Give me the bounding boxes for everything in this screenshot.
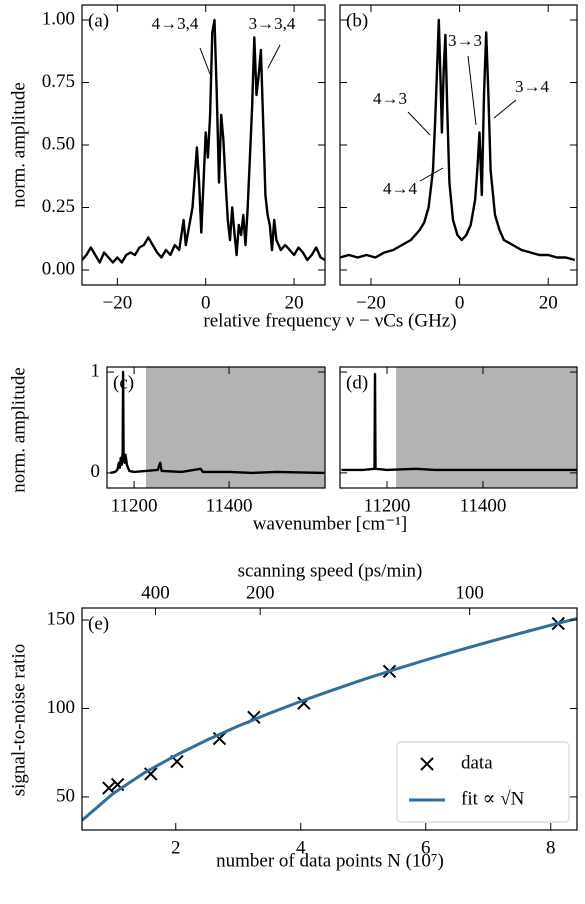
y-tick-label: 50	[56, 785, 75, 806]
y-tick-label: 1.00	[42, 8, 75, 29]
y-tick-label: 100	[47, 697, 76, 718]
x-tick-label: 2	[171, 837, 181, 858]
x-tick-label: 11200	[364, 495, 411, 516]
x-axis-label: relative frequency ν − νCs (GHz)	[203, 310, 456, 331]
data-line	[341, 372, 577, 472]
annotation: 3→3,4	[249, 14, 296, 33]
annotation: 3→3	[448, 31, 482, 50]
annotation: 4→4	[383, 179, 418, 198]
annotation-pointer	[407, 111, 431, 136]
x-tick-label: 0	[201, 292, 211, 313]
x-tick-label: 4	[296, 837, 306, 858]
plot-area	[110, 367, 325, 488]
legend-label: data	[461, 752, 493, 773]
annotation: 4→3	[373, 89, 407, 108]
legend-label: fit ∝ √N	[461, 788, 525, 809]
x-tick-label: 11400	[206, 495, 253, 516]
panel-label: (a)	[88, 10, 109, 31]
annotation-pointer	[467, 55, 477, 126]
plot-area	[82, 18, 325, 264]
y-tick-label: 0.00	[42, 258, 75, 279]
x-tick-label: 0	[455, 292, 465, 313]
plot-area	[340, 18, 576, 262]
x-axis-label: number of data points N (10⁷)	[216, 850, 444, 871]
annotation-pointer	[199, 47, 211, 75]
y-tick-label: 0.75	[42, 71, 75, 92]
panel-label: (b)	[346, 10, 368, 31]
x-axis-label: wavenumber [cm⁻¹]	[253, 513, 407, 534]
data-line	[82, 18, 325, 264]
data-line	[110, 370, 325, 475]
axes-frame	[339, 366, 578, 489]
y-axis-label: norm. amplitude	[8, 367, 29, 493]
data-point	[212, 731, 227, 746]
plot-area	[82, 616, 577, 822]
plot-area	[341, 367, 577, 488]
axes-frame	[81, 607, 578, 831]
x2-tick-label: 400	[141, 582, 170, 603]
x2-tick-label: 100	[455, 582, 484, 603]
x-tick-label: 11200	[111, 495, 158, 516]
x-tick-label: −20	[356, 292, 386, 313]
x2-tick-label: 200	[246, 582, 275, 603]
panel-label: (d)	[346, 372, 368, 393]
annotation-pointer	[493, 99, 517, 119]
y-tick-label: 1	[91, 360, 101, 381]
x-tick-label: 20	[539, 292, 558, 313]
axes-frame	[106, 366, 326, 489]
y-tick-label: 150	[47, 608, 76, 629]
axes-frame	[81, 4, 326, 286]
legend-box	[396, 741, 570, 823]
data-line	[340, 18, 576, 262]
y-tick-label: 0.25	[42, 196, 75, 217]
y-axis-label: norm. amplitude	[8, 82, 29, 208]
panel-label: (c)	[113, 372, 134, 393]
x-tick-label: 11400	[460, 495, 507, 516]
annotation: 4→3,4	[152, 14, 199, 33]
legend-swatch	[420, 757, 434, 771]
panel-label: (e)	[88, 613, 109, 634]
shaded-span	[396, 367, 577, 488]
annotation-pointer	[419, 167, 444, 182]
y-tick-label: 0.50	[42, 133, 75, 154]
annotation-pointer	[267, 44, 281, 69]
x-tick-label: 6	[421, 837, 431, 858]
shaded-span	[145, 367, 325, 488]
x-tick-label: −20	[102, 292, 132, 313]
x-tick-label: 8	[546, 837, 556, 858]
y-axis-label: signal-to-noise ratio	[8, 644, 29, 797]
data-line	[82, 616, 577, 822]
y-tick-label: 0	[91, 461, 101, 482]
x2-axis-label: scanning speed (ps/min)	[238, 560, 423, 581]
annotation: 3→4	[515, 77, 550, 96]
x-tick-label: 20	[285, 292, 304, 313]
